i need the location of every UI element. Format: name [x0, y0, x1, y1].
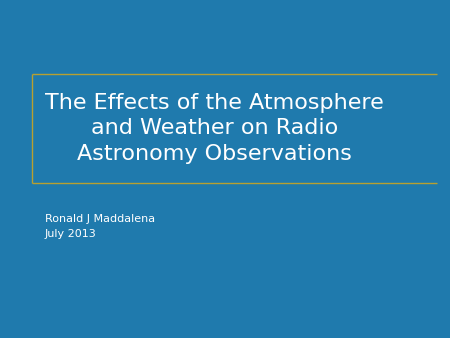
Text: Ronald J Maddalena
July 2013: Ronald J Maddalena July 2013: [45, 214, 155, 239]
Text: The Effects of the Atmosphere
and Weather on Radio
Astronomy Observations: The Effects of the Atmosphere and Weathe…: [45, 93, 384, 164]
